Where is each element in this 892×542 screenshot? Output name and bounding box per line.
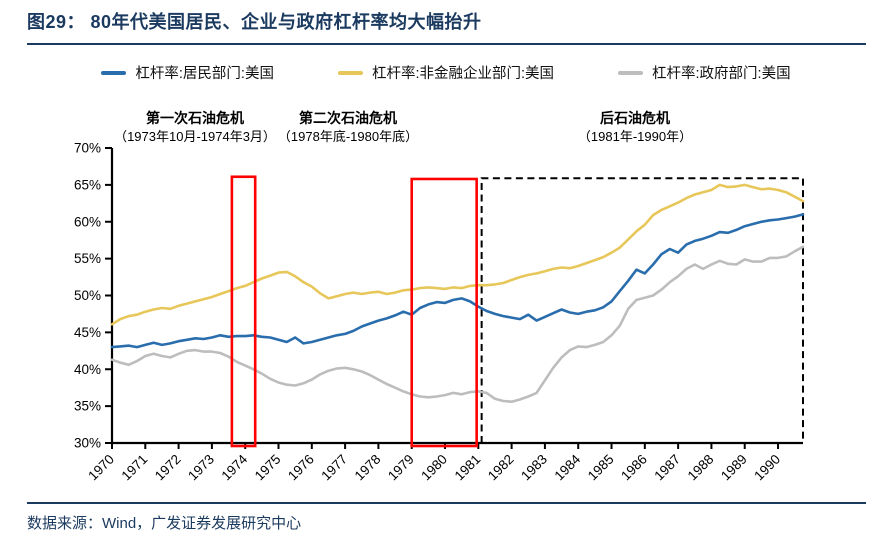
x-tick-label: 1985: [585, 452, 617, 484]
y-tick-label: 70%: [74, 141, 101, 156]
annotation-first-oil-crisis-title: 第一次石油危机: [145, 110, 244, 126]
chart-legend: 杠杆率:居民部门:美国 杠杆率:非金融企业部门:美国 杠杆率:政府部门:美国: [0, 62, 892, 83]
x-tick-label: 1984: [551, 451, 583, 483]
x-tick-label: 1979: [385, 452, 417, 484]
legend-label-household: 杠杆率:居民部门:美国: [135, 66, 274, 82]
first-oil-crisis-red-box: [230, 175, 257, 448]
y-axis: 30% 35% 40% 45% 50% 55% 60% 65% 70%: [74, 141, 112, 451]
x-tick-label: 1975: [252, 452, 284, 484]
x-tick-label: 1972: [152, 452, 184, 484]
annotation-post-oil-crisis: 后石油危机 （1981年-1990年）: [578, 109, 692, 145]
x-tick-label: 1986: [618, 452, 650, 484]
x-tick-label: 1970: [85, 452, 117, 484]
second-oil-crisis-red-box: [410, 177, 478, 448]
source-bar: 数据来源：Wind，广发证券发展研究中心: [27, 502, 866, 533]
y-tick-label: 55%: [74, 251, 101, 266]
series-line-household: [110, 213, 805, 349]
figure-title-bar: 图29： 80年代美国居民、企业与政府杠杆率均大幅抬升: [27, 8, 866, 45]
series-line-government: [110, 245, 805, 404]
y-tick-label: 45%: [74, 325, 101, 340]
source-text: 数据来源：Wind，广发证券发展研究中心: [27, 515, 302, 532]
post-oil-crisis-dashed-box: [480, 177, 804, 443]
annotation-second-oil-crisis-title: 第二次石油危机: [298, 110, 397, 126]
legend-swatch-household-line: [101, 70, 127, 75]
y-tick-label: 60%: [74, 214, 101, 229]
annotation-first-oil-crisis: 第一次石油危机 （1973年10月-1974年3月）: [114, 109, 276, 145]
legend-swatch-corporate-line: [337, 70, 363, 75]
series-line-corporate: [110, 183, 805, 326]
y-tick-label: 50%: [74, 288, 101, 303]
legend-swatch-government-line: [618, 70, 644, 75]
x-tick-label: 1987: [651, 452, 683, 484]
legend-item-nonfinancial-corporate: 杠杆率:非金融企业部门:美国: [337, 62, 555, 83]
annotation-second-oil-crisis: 第二次石油危机 （1978年底-1980年底）: [278, 109, 418, 145]
x-tick-label: 1983: [518, 452, 550, 484]
legend-item-household: 杠杆率:居民部门:美国: [101, 62, 274, 83]
legend-item-government: 杠杆率:政府部门:美国: [618, 62, 791, 83]
y-tick-label: 40%: [74, 362, 101, 377]
y-tick-label: 65%: [74, 177, 101, 192]
x-tick-label: 1981: [452, 452, 484, 484]
x-tick-label: 1988: [685, 452, 717, 484]
annotation-second-oil-crisis-dates: （1978年底-1980年底）: [277, 129, 419, 144]
legend-label-government: 杠杆率:政府部门:美国: [652, 66, 791, 82]
legend-label-corporate: 杠杆率:非金融企业部门:美国: [371, 66, 555, 82]
x-tick-label: 1982: [485, 452, 517, 484]
x-tick-label: 1974: [218, 451, 250, 483]
annotation-first-oil-crisis-dates: （1973年10月-1974年3月）: [114, 129, 276, 144]
x-tick-label: 1973: [185, 452, 217, 484]
x-tick-label: 1977: [318, 452, 350, 484]
x-tick-label: 1971: [119, 452, 151, 484]
figure-title: 图29： 80年代美国居民、企业与政府杠杆率均大幅抬升: [27, 12, 482, 32]
y-tick-label: 30%: [74, 436, 101, 451]
x-tick-label: 1978: [352, 452, 384, 484]
x-tick-label: 1980: [418, 452, 450, 484]
x-axis: 1970 1971 1972 1973 1974 1975 1976 1977 1978 1979…: [85, 443, 783, 483]
annotation-post-oil-crisis-dates: （1981年-1990年）: [577, 129, 693, 144]
annotation-post-oil-crisis-title: 后石油危机: [599, 110, 670, 126]
x-tick-label: 1990: [751, 452, 783, 484]
y-tick-label: 35%: [74, 399, 101, 414]
x-tick-label: 1976: [285, 452, 317, 484]
x-tick-label: 1989: [718, 452, 750, 484]
